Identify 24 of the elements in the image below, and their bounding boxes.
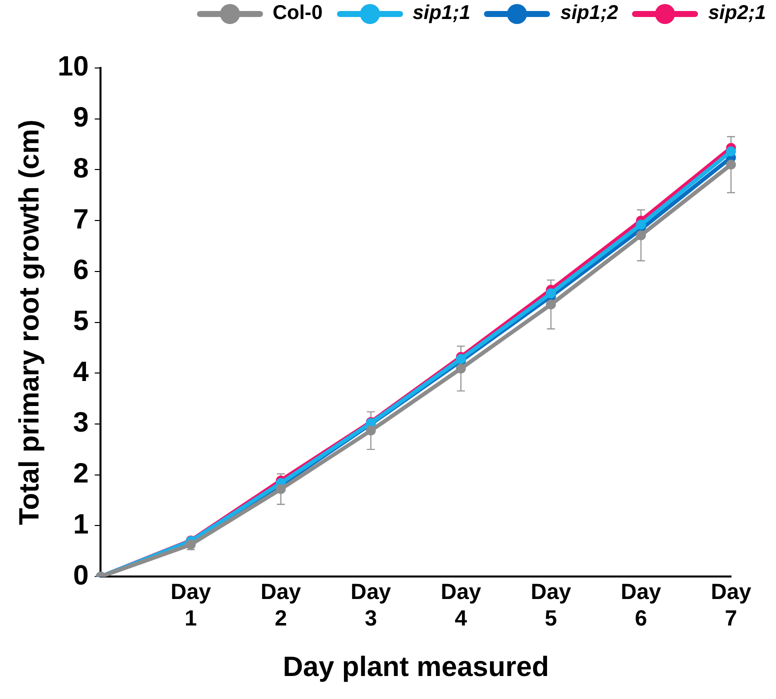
x-tick-label: Day 5 — [530, 578, 572, 630]
y-tick-label: 3 — [73, 406, 89, 438]
legend-label: sip1;2 — [560, 2, 618, 25]
x-tick-label: Day 4 — [440, 578, 482, 630]
x-tick-label: Day 2 — [260, 578, 302, 630]
y-tick-label: 8 — [73, 152, 89, 184]
y-tick-label: 1 — [73, 508, 89, 540]
y-tick-label: 2 — [73, 458, 89, 489]
x-tick-label: Day 6 — [620, 578, 662, 630]
x-tick-label: Day 7 — [710, 578, 752, 630]
y-tick-label: 9 — [73, 102, 89, 133]
legend-label: sip1;1 — [412, 2, 470, 25]
y-tick-label: 4 — [73, 356, 90, 387]
y-tick-label: 10 — [58, 50, 89, 82]
y-axis-title: Total primary root growth (cm) — [14, 120, 45, 526]
x-tick-label: Day 3 — [350, 578, 392, 630]
legend-label: Col-0 — [272, 2, 323, 25]
legend-label: sip2;1 — [708, 2, 766, 25]
x-axis-title: Day plant measured — [282, 650, 549, 682]
y-tick-label: 6 — [73, 254, 89, 286]
y-tick-label: 5 — [73, 305, 89, 336]
x-tick-label: Day 1 — [170, 578, 212, 630]
y-tick-label: 0 — [73, 559, 89, 590]
y-tick-label: 7 — [73, 203, 89, 234]
